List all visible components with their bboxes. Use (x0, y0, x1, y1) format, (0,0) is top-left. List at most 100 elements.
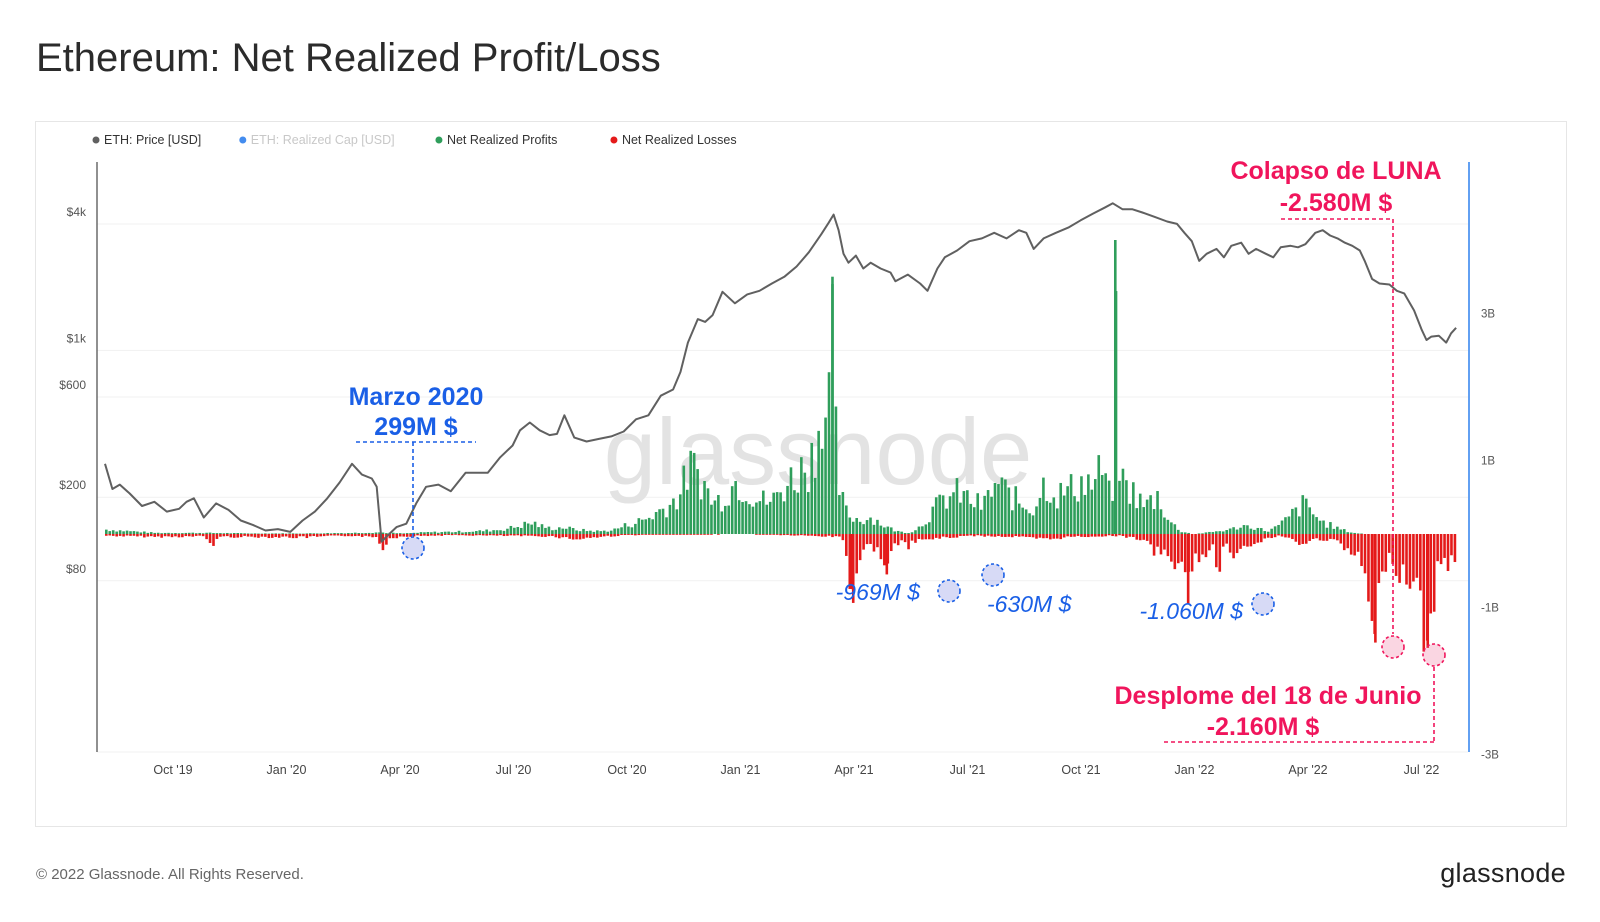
loss-bar (461, 534, 464, 536)
loss-bar (1100, 534, 1104, 537)
brand-logo[interactable]: glassnode (1440, 858, 1566, 888)
loss-bar (582, 534, 585, 539)
profit-bar (156, 532, 160, 534)
profit-bar (1128, 503, 1132, 534)
loss-bar (219, 534, 222, 537)
profit-bar (900, 531, 903, 534)
profit-bar (1294, 507, 1298, 534)
annotation-june18-circle (1422, 643, 1446, 667)
loss-bar (412, 534, 416, 537)
loss-spike-2 (1186, 534, 1190, 604)
loss-bar (475, 534, 478, 536)
profit-bar (343, 533, 347, 535)
profit-bar (1149, 495, 1152, 534)
loss-bar (229, 534, 233, 538)
loss-bar (634, 534, 637, 536)
loss-bar (1235, 534, 1239, 554)
profit-bar (1263, 531, 1267, 534)
profit-bar (772, 492, 775, 534)
profit-bar (367, 532, 371, 534)
loss-bar (302, 534, 305, 537)
annotation-march2020-circle (401, 536, 425, 560)
loss-bar (772, 534, 775, 535)
loss-bar (544, 534, 547, 537)
profit-bar (402, 533, 405, 535)
loss-bar (557, 534, 561, 539)
loss-bar (537, 534, 540, 537)
legend-label-0: ETH: Price [USD] (104, 133, 201, 147)
loss-bar (668, 534, 672, 535)
profit-bar (1021, 507, 1024, 534)
profit-bar (454, 532, 457, 534)
profit-bar (1176, 529, 1180, 534)
loss-bar (405, 534, 409, 537)
loss-bar (1170, 534, 1173, 562)
loss-bar (433, 534, 437, 536)
loss-bar (291, 534, 295, 539)
loss-bar (239, 534, 243, 538)
x-tick-label-11: Jul '22 (1404, 763, 1440, 777)
profit-bar (796, 492, 800, 534)
profit-bar (1076, 501, 1080, 534)
profit-bar (1159, 509, 1163, 534)
loss-bar (689, 534, 693, 535)
x-tick-label-7: Jul '21 (950, 763, 986, 777)
left-tick-label-0: $4k (67, 205, 87, 219)
profit-bar (841, 492, 845, 534)
legend-dot-1 (239, 136, 247, 144)
loss-bar (478, 534, 482, 536)
left-tick-label-3: $200 (59, 478, 86, 492)
loss-bar (315, 534, 319, 537)
loss-bar (1360, 534, 1363, 567)
profit-bar (976, 493, 980, 534)
loss-bar (613, 534, 616, 537)
profit-bar (146, 532, 150, 534)
profit-bar (250, 533, 253, 535)
loss-bar (198, 534, 201, 536)
profit-bar (554, 529, 558, 534)
loss-bar (1028, 534, 1031, 537)
loss-bar (163, 534, 167, 537)
annotation-luna-line2: -2.580M $ (1280, 189, 1393, 217)
loss-bar (1246, 534, 1249, 547)
profit-bar (1073, 496, 1076, 534)
x-tick-label-4: Oct '20 (607, 763, 646, 777)
loss-bar (755, 534, 758, 535)
profit-bar (768, 501, 772, 534)
loss-bar (647, 534, 651, 535)
loss-bar (1010, 534, 1014, 538)
annotation-loss1060: -1.060M $ (1139, 598, 1244, 624)
loss-bar (513, 534, 516, 536)
loss-bar (1183, 534, 1187, 573)
profit-bar (851, 521, 855, 534)
profit-bar (274, 533, 278, 535)
loss-bar (1443, 534, 1446, 558)
profit-bar (720, 511, 724, 534)
profit-bar (921, 526, 924, 534)
loss-bar (208, 534, 212, 543)
profit-bar (779, 492, 782, 534)
loss-bar (1128, 534, 1132, 537)
profit-bar (869, 517, 872, 534)
profit-bar (1197, 533, 1201, 535)
loss-bar (910, 534, 914, 541)
loss-spike-4 (1426, 534, 1430, 648)
profit-bar (1100, 475, 1104, 534)
profit-bar (606, 531, 610, 534)
x-tick-label-6: Apr '21 (834, 763, 873, 777)
loss-bar (938, 534, 941, 539)
profit-bar (578, 531, 582, 534)
loss-bar (423, 534, 426, 536)
profit-bar (1256, 527, 1260, 534)
chart: ETH: Price [USD] ETH: Realized Cap [USD] N… (59, 133, 1499, 777)
profit-bar (571, 528, 575, 534)
x-tick-label-9: Jan '22 (1175, 763, 1215, 777)
profit-bar (1329, 522, 1332, 534)
profit-bar (723, 505, 727, 534)
profit-bar (917, 526, 921, 534)
loss-bar (914, 534, 917, 543)
loss-bar (810, 534, 814, 536)
loss-bar (889, 534, 893, 552)
profit-bar (1097, 455, 1101, 534)
loss-bar (585, 534, 589, 538)
